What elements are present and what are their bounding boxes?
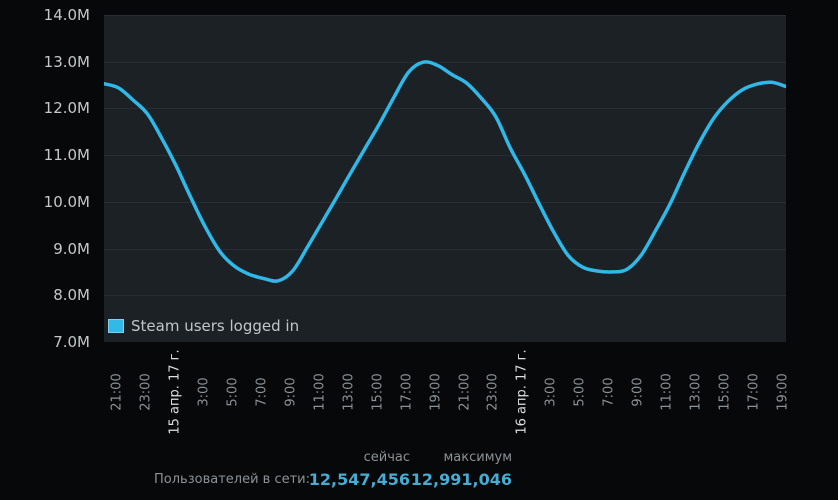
x-tick-label: 5:00 [572,377,588,407]
users-online-max-value: 12,991,046 [410,470,512,489]
y-tick-label: 11.0M [43,146,90,165]
chart-legend: Steam users logged in [108,317,299,335]
x-tick-label: 15:00 [370,373,386,411]
y-tick-label: 12.0M [43,99,90,118]
legend-label: Steam users logged in [131,317,300,335]
x-tick-label: 11:00 [659,373,675,411]
x-tick-label: 7:00 [254,377,270,407]
x-tick-label: 21:00 [457,373,473,411]
steam-users-chart [104,15,786,296]
x-tick-date-label: 15 апр. 17 г. [167,349,183,435]
stat-header-now: сейчас [363,450,410,465]
x-tick-label: 23:00 [485,373,501,411]
users-online-label: Пользователей в сети: [154,472,310,487]
x-tick-label: 17:00 [399,373,415,411]
x-tick-label: 13:00 [688,373,704,411]
x-tick-date-label: 16 апр. 17 г. [514,349,530,435]
legend-swatch-icon [108,319,124,333]
x-tick-label: 17:00 [746,373,762,411]
x-tick-label: 23:00 [138,373,154,411]
stat-header-max: максимум [443,450,512,465]
x-tick-label: 15:00 [717,373,733,411]
x-tick-label: 19:00 [775,373,791,411]
y-tick-label: 13.0M [43,52,90,71]
y-tick-label: 7.0M [53,333,90,351]
x-tick-label: 9:00 [630,377,646,407]
x-tick-label: 21:00 [109,373,125,411]
y-tick-label: 8.0M [53,286,90,305]
x-tick-label: 13:00 [341,373,357,411]
steam-users-line [104,60,786,283]
x-tick-label: 5:00 [225,377,241,407]
chart-plot-area [104,15,786,342]
x-tick-label: 19:00 [428,373,444,411]
y-tick-label: 10.0M [43,192,90,211]
x-tick-label: 3:00 [196,377,212,407]
y-tick-label: 14.0M [43,6,90,24]
x-tick-label: 3:00 [543,377,559,407]
users-online-now-value: 12,547,456 [308,470,410,489]
x-tick-label: 7:00 [601,377,617,407]
x-tick-label: 9:00 [283,377,299,407]
x-tick-label: 11:00 [312,373,328,411]
y-tick-label: 9.0M [53,239,90,258]
